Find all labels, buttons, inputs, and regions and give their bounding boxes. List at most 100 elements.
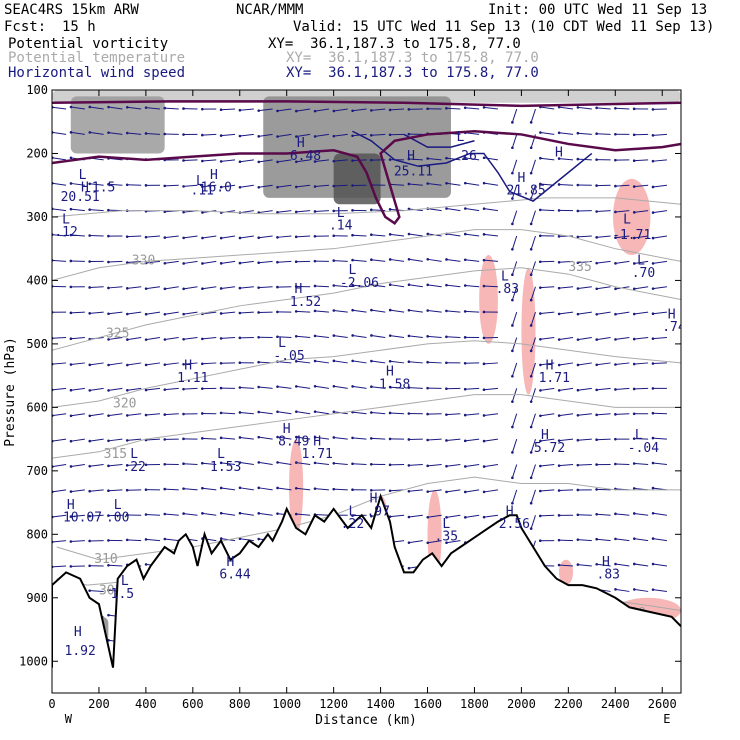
wind-arrow-397: [371, 259, 386, 262]
wind-arrow-head-288: [276, 385, 279, 388]
wind-arrow-683: [596, 513, 611, 516]
wind-arrow-489: [446, 258, 461, 262]
wind-arrow-head-51: [88, 208, 91, 211]
wind-arrow-131: [145, 513, 160, 516]
wind-arrow-706: [615, 513, 630, 516]
wind-arrow-head-722: [632, 312, 636, 316]
wind-arrow-head-468: [426, 283, 430, 287]
wind-arrow-head-37: [69, 439, 73, 443]
wind-arrow-head-488: [445, 207, 448, 210]
wind-arrow-head-221: [219, 436, 223, 440]
wind-arrow-65: [89, 590, 104, 592]
wind-arrow-head-234: [238, 185, 242, 189]
annotation-25: L: [349, 263, 357, 278]
wind-arrow-487: [446, 208, 461, 212]
wind-arrow-head-139: [163, 106, 167, 110]
wind-arrow-24: [70, 131, 85, 135]
wind-arrow-27: [70, 208, 85, 212]
wind-arrow-head-314: [295, 461, 298, 464]
wind-arrow-473: [427, 438, 442, 441]
wind-arrow-head-119: [144, 184, 148, 187]
wind-arrow-head-521: [463, 465, 467, 468]
annotation-17: L: [456, 130, 464, 145]
wind-arrow-214: [221, 286, 236, 289]
wind-arrow-head-171: [182, 337, 185, 341]
wind-arrow-707: [615, 538, 630, 542]
wind-arrow-head-668: [595, 106, 598, 110]
wind-arrow-head-282: [276, 236, 279, 239]
wind-arrow-163: [183, 159, 198, 161]
wind-arrow-488: [446, 233, 461, 237]
wind-arrow-177: [183, 513, 198, 516]
wind-arrow-605: [540, 286, 555, 289]
annotation-31: H: [668, 308, 676, 323]
wind-arrow-57: [89, 387, 104, 391]
wind-arrow-331: [314, 335, 330, 339]
wind-arrow-head-375: [351, 258, 354, 262]
wind-arrow-256: [258, 184, 273, 188]
annotation-26: -2.06: [340, 276, 379, 291]
wind-arrow-583: [530, 312, 536, 326]
wind-arrow-head-358: [332, 410, 336, 414]
wind-arrow-745: [652, 337, 667, 340]
wind-arrow-171: [183, 362, 198, 365]
wind-arrow-300: [296, 133, 311, 138]
annotation-54: 10.07: [63, 511, 102, 526]
wind-arrow-head-678: [595, 363, 599, 367]
wind-arrow-head-310: [294, 359, 298, 363]
wind-arrow-head-401: [370, 334, 373, 337]
wind-arrow-head-316: [294, 512, 298, 516]
wind-arrow-495: [446, 413, 461, 416]
wind-arrow-head-393: [370, 133, 373, 137]
wind-arrow-243: [239, 436, 254, 440]
wind-arrow-head-431: [388, 515, 392, 518]
wind-arrow-430: [390, 514, 405, 518]
wind-arrow-674: [596, 286, 611, 290]
wind-arrow-head-744: [651, 287, 655, 290]
wind-arrow-head-589: [529, 451, 533, 454]
wind-arrow-head-674: [595, 261, 598, 265]
annotation-38: 1.71: [539, 371, 570, 386]
wind-arrow-head-125: [144, 338, 148, 341]
wind-arrow-33: [70, 362, 85, 366]
wind-arrow-289: [277, 436, 292, 440]
wind-arrow-head-148: [163, 338, 167, 341]
annotation-52: 1.53: [210, 460, 241, 475]
wind-arrow-head-743: [651, 262, 655, 265]
wind-arrow-265: [258, 411, 273, 415]
wind-arrow-head-309: [294, 334, 298, 338]
wind-arrow-head-463: [426, 157, 429, 160]
wind-arrow-head-402: [370, 359, 373, 363]
wind-arrow-head-498: [445, 464, 448, 468]
wind-arrow-498: [446, 489, 461, 493]
wind-arrow-147: [164, 337, 179, 341]
wind-arrow-head-38: [69, 465, 73, 468]
wind-arrow-56: [89, 362, 104, 366]
wind-arrow-80: [108, 387, 123, 391]
wind-arrow-head-306: [294, 260, 298, 263]
wind-arrow-325: [314, 184, 329, 188]
wind-arrow-head-452: [407, 464, 411, 467]
wind-arrow-head-742: [651, 236, 655, 240]
wind-arrow-279: [277, 184, 292, 188]
terrain-outline: [52, 493, 681, 668]
wind-arrow-37: [70, 463, 85, 467]
wind-arrow-611: [540, 438, 555, 442]
wind-arrow-head-286: [276, 335, 279, 339]
wind-arrow-448: [408, 387, 423, 389]
wind-arrow-750: [652, 462, 667, 465]
wind-arrow-head-442: [407, 207, 411, 211]
wind-arrow-654: [577, 362, 592, 366]
wind-arrow-head-291: [276, 461, 279, 464]
wind-arrow-head-301: [295, 135, 298, 138]
valid-time: Valid: 15 UTC Wed 11 Sep 13 (10 CDT Wed …: [293, 19, 715, 35]
wind-arrow-447: [408, 361, 423, 364]
wind-arrow-149: [164, 387, 179, 391]
wind-arrow-head-608: [539, 337, 542, 341]
wind-arrow-head-638: [557, 514, 561, 517]
wind-arrow-head-475: [426, 464, 429, 468]
theta-contour-315: [52, 394, 681, 459]
wind-arrow-head-530: [482, 106, 486, 109]
wind-arrow-607: [540, 337, 555, 340]
wind-arrow-head-591: [529, 501, 533, 505]
